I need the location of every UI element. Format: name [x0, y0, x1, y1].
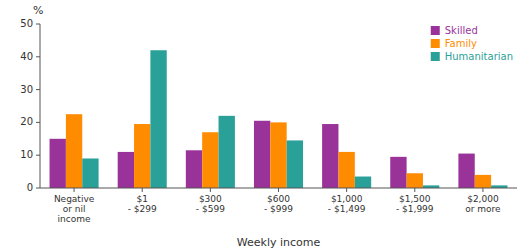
x-tick-label: $1,000- $1,499 — [328, 194, 366, 214]
y-axis-label: % — [33, 4, 43, 17]
x-tick — [142, 188, 143, 192]
y-axis: 0 10 20 30 40 50 — [20, 18, 40, 193]
legend-item: Humanitarian — [431, 51, 513, 62]
bar — [270, 122, 286, 188]
y-tick-label: 10 — [20, 149, 33, 160]
y-tick-label: 40 — [20, 51, 33, 62]
y-tick-label: 0 — [27, 182, 33, 193]
bar — [134, 124, 150, 188]
x-tick-label-line: - $1,999 — [396, 204, 434, 214]
bar — [390, 157, 406, 188]
bar — [82, 158, 98, 188]
chart-svg: 0 10 20 30 40 50% Negativeor nilincome $1- $299… — [0, 0, 529, 252]
bar — [254, 121, 270, 188]
bar — [202, 132, 218, 188]
y-tick — [36, 188, 40, 189]
x-tick-label-line: income — [58, 214, 91, 224]
x-tick-label-line: $300 — [199, 194, 222, 204]
x-tick-label-line: Negative — [54, 194, 95, 204]
y-tick — [36, 89, 40, 90]
x-tick-label: $2,000or more — [465, 194, 501, 214]
x-tick-label: $300- $599 — [196, 194, 225, 214]
x-axis: Negativeor nilincome $1- $299 $300- $599 $6… — [40, 188, 517, 224]
legend-item: Skilled — [431, 25, 478, 36]
chart-container: 0 10 20 30 40 50% Negativeor nilincome $1- $299… — [0, 0, 529, 252]
y-tick-label: 30 — [20, 84, 33, 95]
legend-swatch — [431, 26, 440, 35]
y-tick-label: 50 — [20, 18, 33, 29]
legend-label: Skilled — [445, 25, 478, 36]
x-tick-label-line: $600 — [267, 194, 290, 204]
bar — [66, 114, 82, 188]
bar — [338, 152, 354, 188]
bar — [287, 140, 303, 188]
x-tick — [74, 188, 75, 192]
bars — [50, 50, 508, 188]
y-tick — [36, 24, 40, 25]
x-tick — [482, 188, 483, 192]
x-tick-label: $1,500- $1,999 — [396, 194, 434, 214]
x-tick-label-line: $2,000 — [467, 194, 499, 204]
bar — [322, 124, 338, 188]
y-tick — [36, 155, 40, 156]
x-tick-label: $600- $999 — [264, 194, 293, 214]
x-tick-label-line: - $599 — [196, 204, 225, 214]
x-tick — [278, 188, 279, 192]
bar — [458, 154, 474, 188]
y-tick — [36, 122, 40, 123]
bar — [355, 177, 371, 188]
x-tick-label: Negativeor nilincome — [54, 194, 95, 224]
page: {"chart_data": {"type": "bar", "categori… — [0, 0, 529, 252]
x-tick-label-line: $1,000 — [331, 194, 363, 204]
bar — [50, 139, 66, 188]
y-tick-label: 20 — [20, 116, 33, 127]
x-tick — [210, 188, 211, 192]
bar — [118, 152, 134, 188]
legend-swatch — [431, 52, 440, 61]
y-axis-line — [40, 24, 41, 188]
x-tick-label-line: - $299 — [128, 204, 157, 214]
x-tick-label: $1- $299 — [128, 194, 157, 214]
bar — [150, 50, 166, 188]
x-axis-label: Weekly income — [237, 236, 321, 249]
bar — [219, 116, 235, 188]
legend-swatch — [431, 39, 440, 48]
legend: Skilled Family Humanitarian — [431, 25, 513, 62]
x-tick-label-line: - $999 — [264, 204, 293, 214]
x-tick-label-line: or nil — [63, 204, 86, 214]
legend-label: Family — [445, 38, 477, 49]
x-tick — [346, 188, 347, 192]
legend-item: Family — [431, 38, 477, 49]
x-tick-label-line: - $1,499 — [328, 204, 366, 214]
bar — [475, 175, 491, 188]
x-tick-label-line: or more — [465, 204, 501, 214]
bar — [407, 173, 423, 188]
x-tick — [414, 188, 415, 192]
legend-label: Humanitarian — [445, 51, 513, 62]
bar — [186, 150, 202, 188]
x-tick-label-line: $1,500 — [399, 194, 431, 204]
y-tick — [36, 56, 40, 57]
x-tick-label-line: $1 — [136, 194, 147, 204]
